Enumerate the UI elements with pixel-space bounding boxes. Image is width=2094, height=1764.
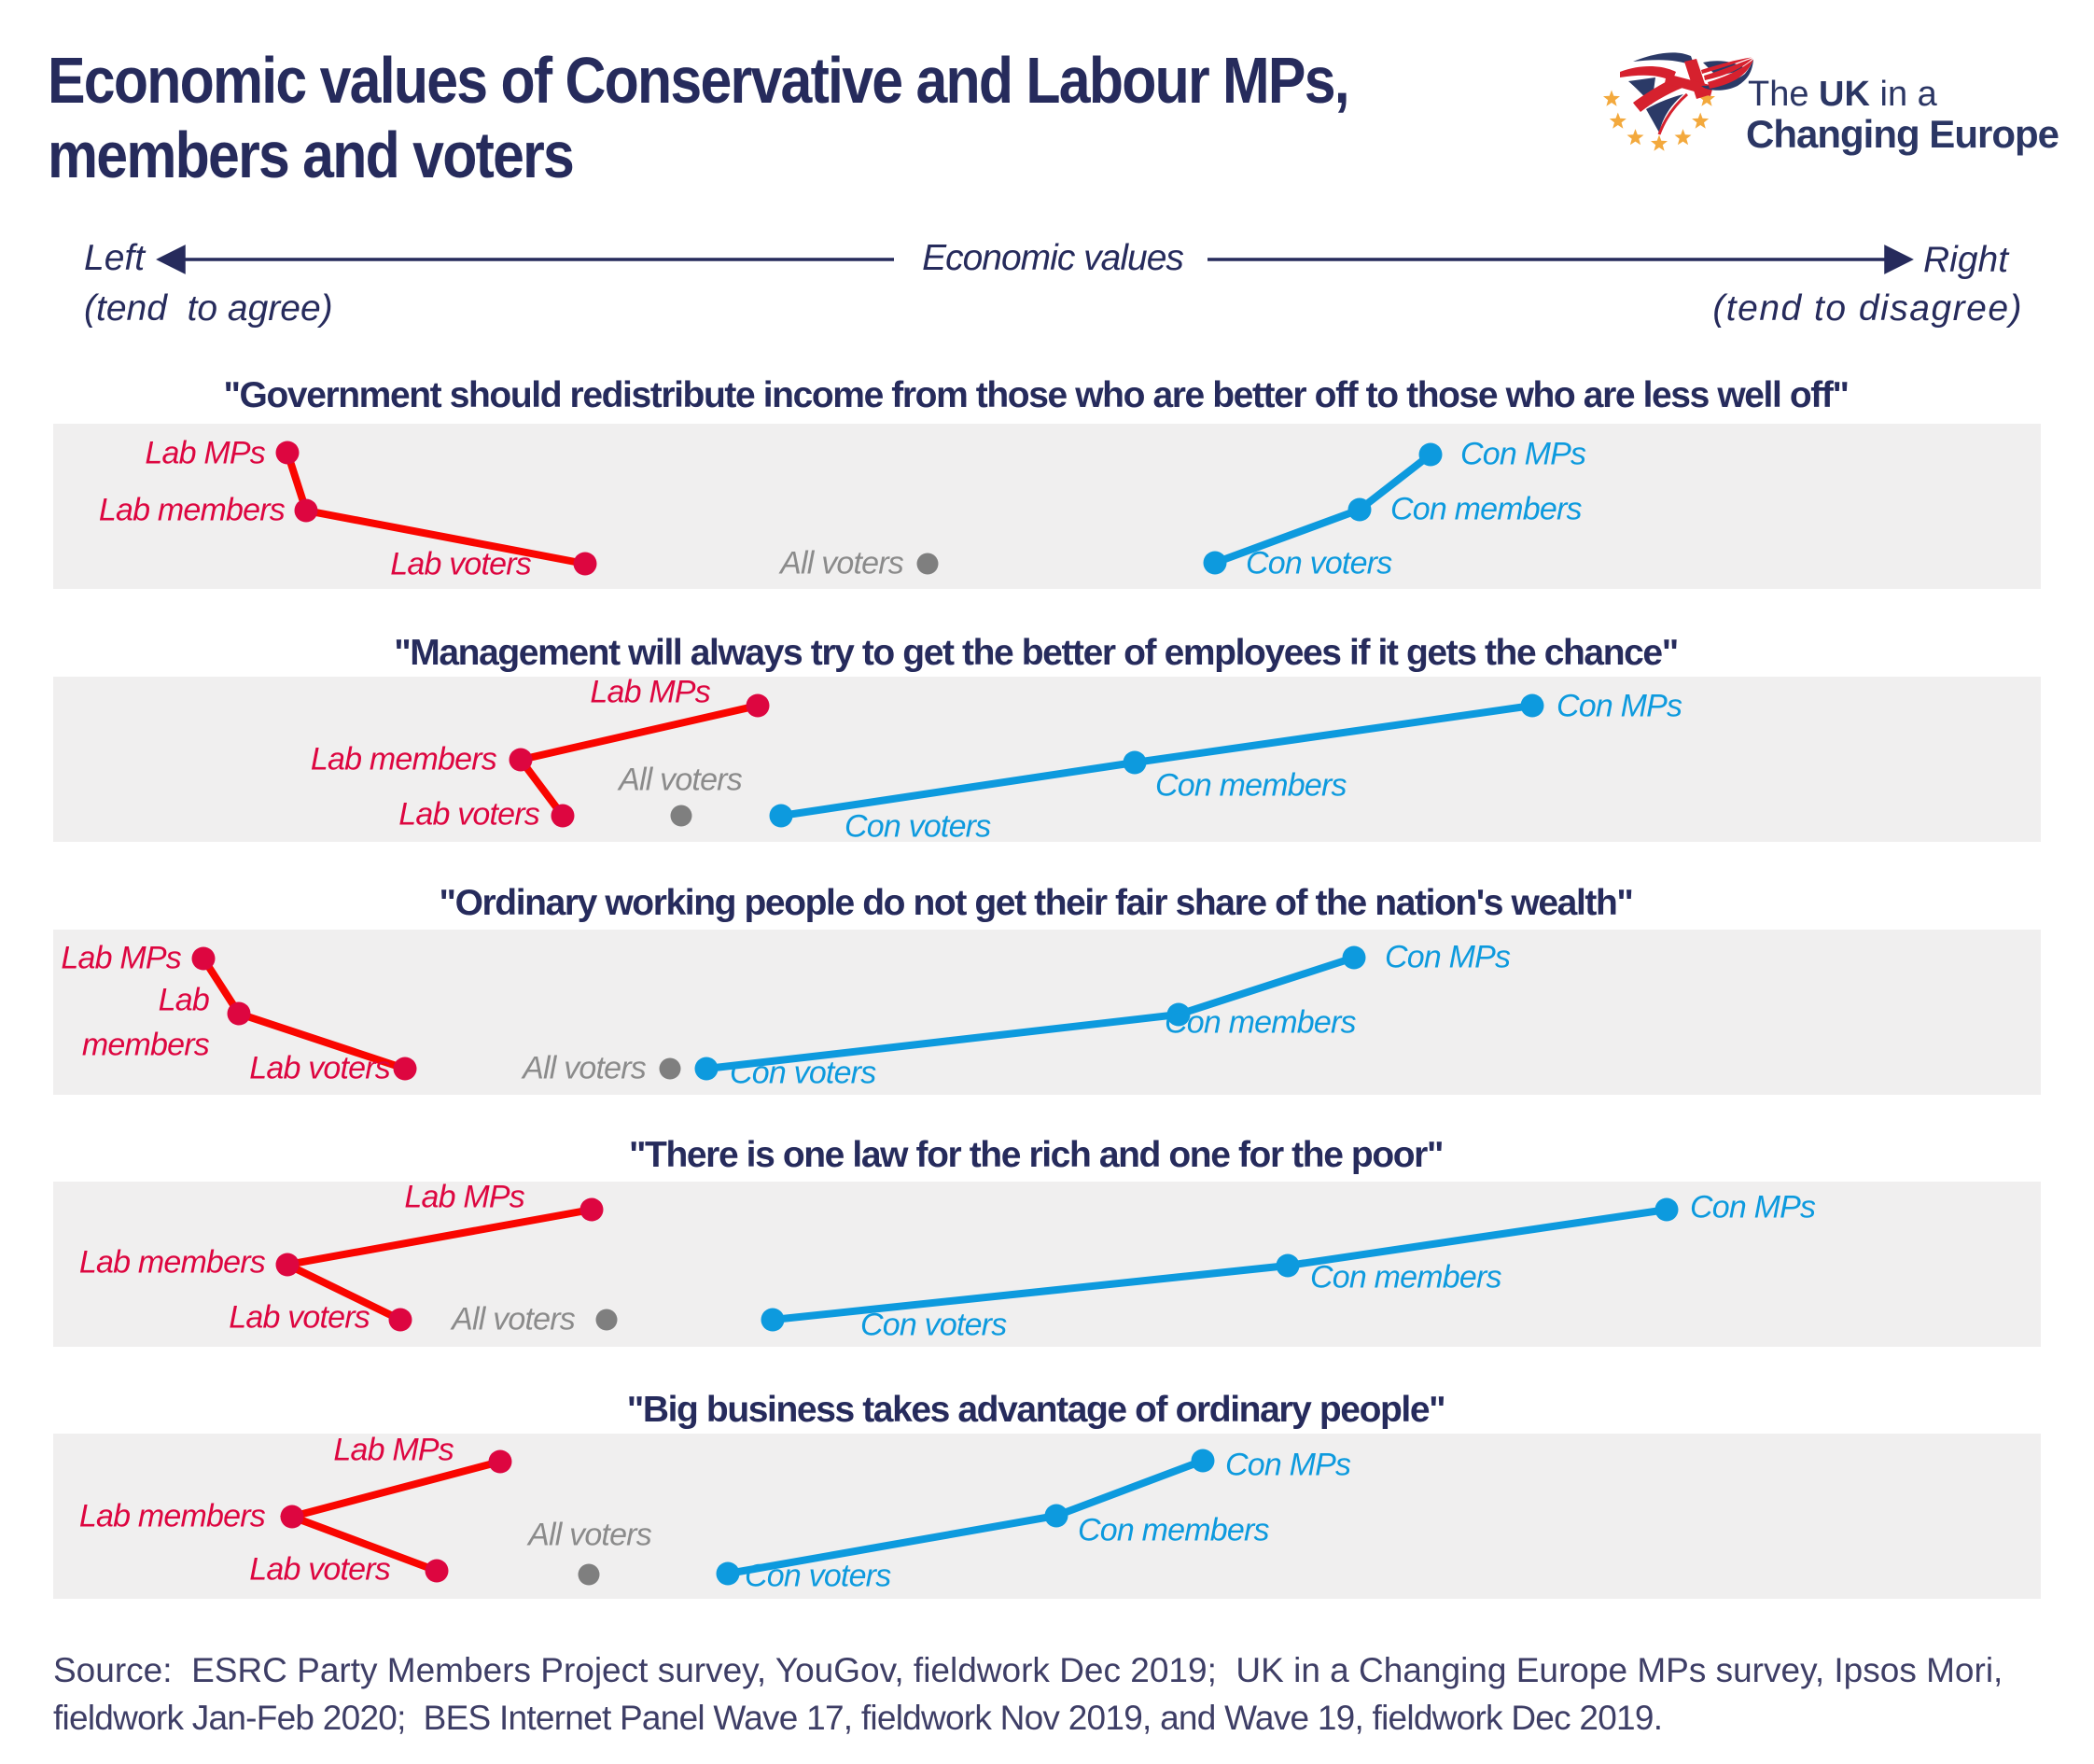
svg-text:The UK in a: The UK in a (1748, 75, 1938, 114)
svg-text:Changing Europe: Changing Europe (1746, 112, 2059, 156)
